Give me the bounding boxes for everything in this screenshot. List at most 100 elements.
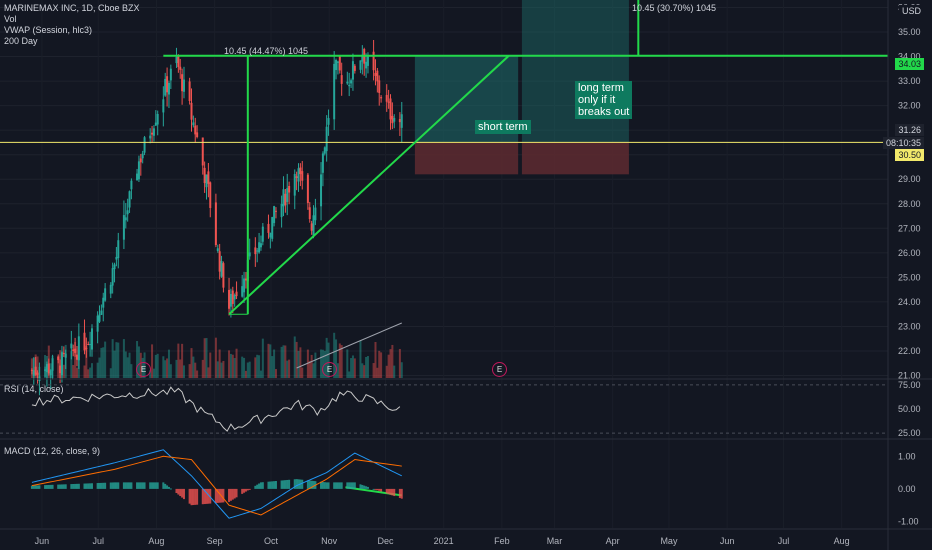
macd-histogram-bar bbox=[233, 488, 236, 499]
candle-body bbox=[241, 286, 244, 297]
macd-histogram-bar bbox=[274, 480, 277, 489]
macd-histogram-bar bbox=[32, 485, 35, 489]
macd-histogram-bar bbox=[359, 484, 362, 489]
volume-bar bbox=[286, 360, 289, 378]
macd-histogram-bar bbox=[269, 481, 272, 489]
macd-histogram-bar bbox=[348, 482, 351, 489]
candle-body bbox=[350, 80, 353, 84]
macd-histogram-bar bbox=[380, 488, 383, 492]
ma-label[interactable]: 200 Day bbox=[4, 36, 38, 46]
macd-histogram-bar bbox=[139, 482, 142, 489]
macd-label[interactable]: MACD (12, 26, close, 9) bbox=[4, 446, 101, 456]
volume-bar bbox=[385, 365, 388, 378]
macd-histogram-bar bbox=[113, 482, 116, 489]
macd-histogram-bar bbox=[85, 483, 88, 489]
symbol-title[interactable]: MARINEMAX INC, 1D, Cboe BZX bbox=[4, 3, 140, 13]
candle-body bbox=[308, 207, 311, 220]
macd-histogram-bar bbox=[51, 484, 54, 489]
macd-histogram-bar bbox=[34, 485, 37, 489]
macd-histogram-bar bbox=[62, 484, 65, 489]
candle-body bbox=[323, 147, 326, 154]
earnings-marker-2[interactable]: E bbox=[322, 362, 337, 377]
candle-body bbox=[113, 264, 116, 270]
currency-label[interactable]: USD bbox=[898, 5, 924, 17]
measure-left-label: 10.45 (44.47%) 1045 bbox=[224, 46, 309, 56]
macd-histogram-bar bbox=[338, 482, 341, 489]
volume-bar bbox=[314, 352, 317, 378]
price-tick-label: 34.00 bbox=[898, 52, 921, 62]
volume-bar bbox=[389, 349, 392, 378]
macd-histogram-bar bbox=[100, 482, 103, 489]
earnings-marker-3[interactable]: E bbox=[492, 362, 507, 377]
earnings-marker-1[interactable]: E bbox=[136, 362, 151, 377]
candle-body bbox=[201, 137, 204, 166]
candle-body bbox=[62, 352, 65, 354]
macd-histogram-bar bbox=[350, 482, 353, 489]
macd-histogram-bar bbox=[376, 488, 379, 491]
macd-histogram-bar bbox=[372, 488, 375, 490]
candle-body bbox=[102, 297, 105, 308]
rsi-pane bbox=[0, 384, 888, 434]
macd-histogram-bar bbox=[102, 482, 105, 489]
candle-body bbox=[228, 289, 231, 309]
candle-body bbox=[85, 347, 88, 349]
candle-body bbox=[248, 252, 251, 257]
candle-body bbox=[244, 278, 247, 281]
macd-histogram-bar bbox=[75, 483, 78, 489]
vwap-label[interactable]: VWAP (Session, hlc3) bbox=[4, 25, 93, 35]
candle-body bbox=[218, 251, 221, 272]
candle-body bbox=[297, 168, 300, 182]
macd-histogram-bar bbox=[49, 484, 52, 489]
volume-bar bbox=[365, 356, 368, 378]
candle-body bbox=[301, 171, 304, 181]
volume-bar bbox=[209, 352, 212, 378]
macd-histogram-bar bbox=[44, 485, 47, 489]
candle-body bbox=[115, 256, 118, 260]
macd-histogram-bar bbox=[336, 482, 339, 489]
volume-bar bbox=[363, 365, 366, 378]
macd-histogram-bar bbox=[74, 483, 77, 489]
candle-body bbox=[346, 81, 349, 84]
volume-bar bbox=[340, 345, 343, 378]
ascending-trendline bbox=[228, 55, 510, 315]
volume-bar bbox=[374, 342, 377, 378]
stop-zone-short bbox=[414, 142, 519, 175]
volume-label[interactable]: Vol bbox=[4, 14, 17, 24]
candle-body bbox=[282, 189, 285, 207]
volume-bar bbox=[246, 362, 249, 378]
macd-histogram-bar bbox=[284, 480, 287, 489]
candle-body bbox=[149, 135, 152, 139]
price-tick-label: 25.00 bbox=[898, 272, 921, 282]
volume-bar bbox=[74, 341, 77, 378]
time-tick-label: Jun bbox=[720, 536, 735, 546]
candle-body bbox=[286, 188, 289, 202]
volume-bar bbox=[218, 349, 221, 378]
candle-body bbox=[398, 119, 401, 123]
candle-body bbox=[295, 176, 298, 178]
candle-body bbox=[293, 174, 296, 196]
time-tick-label: May bbox=[660, 536, 678, 546]
candle-body bbox=[90, 328, 93, 350]
volume-bar bbox=[203, 338, 206, 378]
long-term-note[interactable]: long term only if it breaks out bbox=[575, 81, 633, 119]
candle-body bbox=[182, 79, 185, 92]
candle-body bbox=[254, 247, 257, 255]
price-tick-label: 26.00 bbox=[898, 248, 921, 258]
short-term-note[interactable]: short term bbox=[475, 120, 531, 134]
volume-bar bbox=[280, 346, 283, 378]
macd-histogram-bar bbox=[293, 479, 296, 489]
macd-histogram-bar bbox=[320, 481, 323, 489]
macd-histogram-bar bbox=[207, 488, 210, 504]
candle-body bbox=[96, 315, 99, 332]
candle-body bbox=[325, 126, 328, 152]
candle-body bbox=[333, 63, 336, 120]
candle-body bbox=[391, 115, 394, 124]
candle-body bbox=[122, 215, 125, 240]
volume-bar bbox=[179, 359, 182, 378]
rsi-label[interactable]: RSI (14, close) bbox=[4, 384, 64, 394]
volume-bar bbox=[398, 348, 401, 378]
volume-bar bbox=[192, 356, 195, 378]
volume-bar bbox=[241, 356, 244, 378]
macd-histogram-bar bbox=[203, 488, 206, 505]
